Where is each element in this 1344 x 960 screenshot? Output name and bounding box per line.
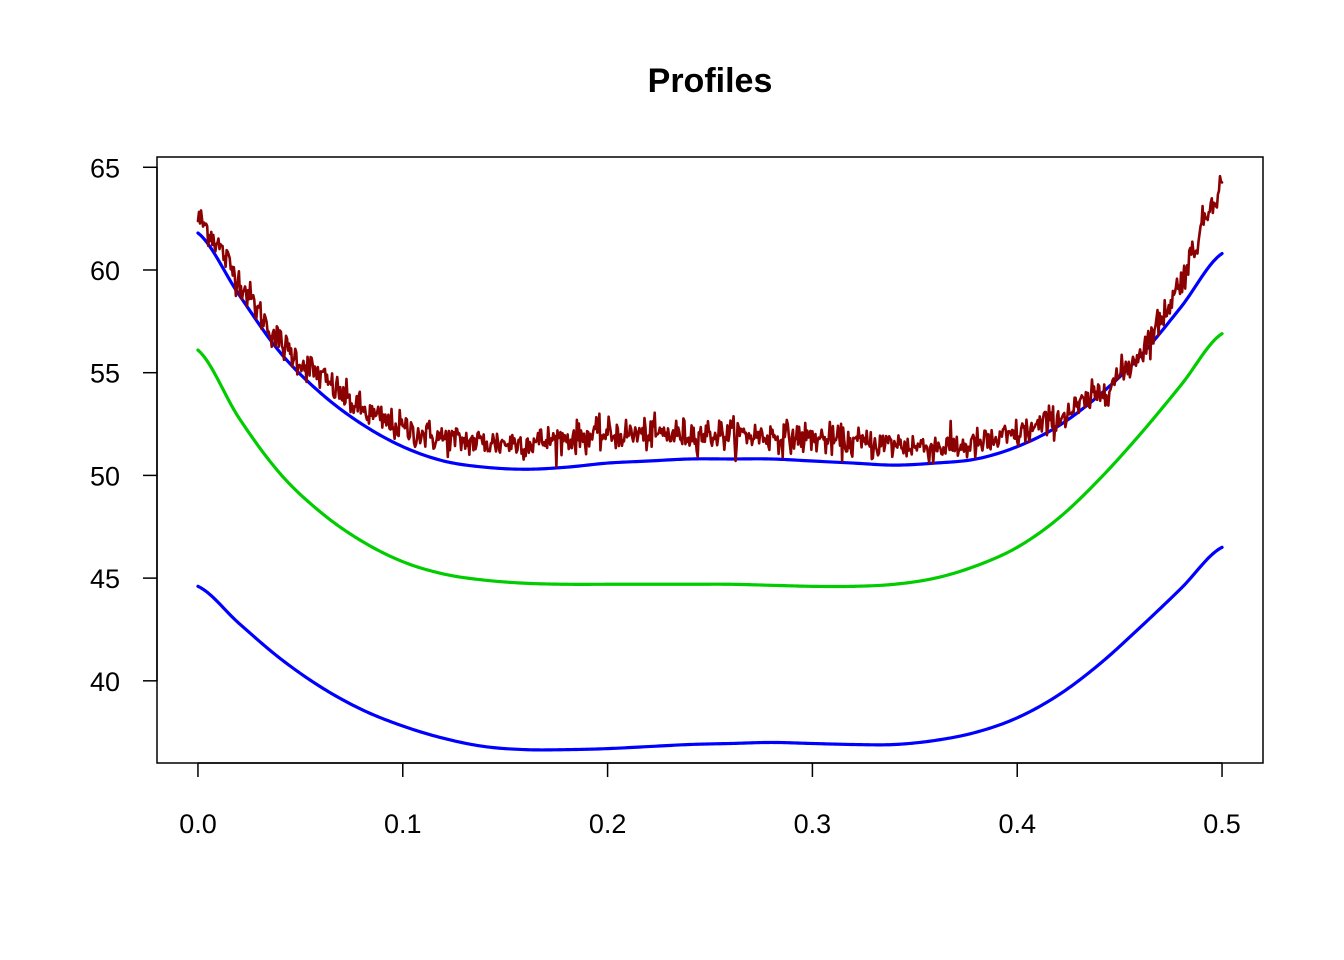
chart-title: Profiles: [648, 62, 773, 100]
y-axis: 40 45 50 55 60 65: [90, 153, 158, 697]
series-line-2: [196, 231, 1224, 471]
y-tick-label: 45: [90, 564, 120, 594]
series-line-1: [196, 174, 1224, 469]
series-layer: [196, 174, 1224, 752]
y-tick-label: 65: [90, 153, 120, 183]
x-tick-label: 0.2: [589, 809, 627, 839]
y-tick-label: 50: [90, 461, 120, 491]
y-tick-label: 55: [90, 359, 120, 389]
series-line-3: [196, 332, 1224, 589]
x-tick-label: 0.5: [1203, 809, 1241, 839]
x-tick-label: 0.1: [384, 809, 422, 839]
x-axis: 0.0 0.1 0.2 0.3 0.4 0.5: [179, 762, 1241, 839]
y-tick-label: 60: [90, 256, 120, 286]
x-tick-label: 0.0: [179, 809, 217, 839]
x-tick-label: 0.3: [794, 809, 832, 839]
series-line-4: [196, 545, 1224, 752]
x-tick-label: 0.4: [998, 809, 1036, 839]
y-tick-label: 40: [90, 667, 120, 697]
